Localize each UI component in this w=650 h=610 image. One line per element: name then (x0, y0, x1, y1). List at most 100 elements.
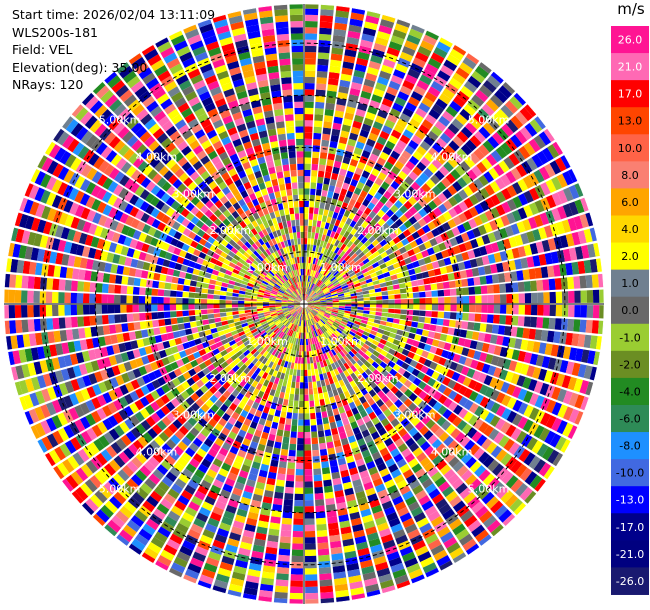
velocity-gate (317, 290, 323, 296)
velocity-gate (429, 361, 438, 371)
velocity-gate (358, 325, 366, 331)
velocity-gate (276, 371, 282, 379)
velocity-gate (225, 243, 234, 251)
velocity-gate (419, 310, 426, 317)
velocity-gate (339, 207, 346, 216)
velocity-gate (431, 261, 440, 269)
velocity-gate (411, 134, 423, 145)
velocity-gate (16, 259, 25, 274)
velocity-gate (345, 144, 355, 153)
velocity-gate (417, 258, 426, 266)
velocity-gate (170, 505, 184, 517)
velocity-gate (295, 298, 301, 302)
velocity-gate (343, 238, 350, 246)
velocity-gate (207, 339, 216, 346)
velocity-gate (294, 305, 301, 308)
velocity-gate (495, 405, 507, 417)
velocity-gate (15, 365, 25, 380)
velocity-gate (394, 574, 409, 585)
velocity-gate (510, 326, 518, 337)
velocity-gate (326, 282, 333, 287)
velocity-gate (311, 331, 315, 338)
velocity-gate (392, 102, 404, 113)
velocity-gate (469, 460, 482, 473)
velocity-gate (545, 179, 557, 193)
velocity-gate (468, 152, 480, 165)
velocity-gate (354, 369, 361, 378)
velocity-gate (307, 304, 315, 306)
velocity-gate (419, 335, 428, 344)
velocity-gate (401, 362, 410, 370)
velocity-gate (373, 555, 387, 566)
velocity-gate (456, 419, 468, 431)
velocity-gate (305, 599, 319, 604)
velocity-gate (295, 338, 299, 345)
velocity-gate (333, 232, 340, 240)
velocity-gate (438, 304, 445, 311)
velocity-gate (305, 592, 319, 600)
velocity-gate (124, 203, 134, 215)
velocity-gate (104, 500, 118, 514)
velocity-gate (483, 333, 492, 343)
velocity-gate (230, 330, 238, 336)
velocity-gate (368, 289, 376, 294)
velocity-gate (247, 377, 255, 386)
velocity-gate (482, 515, 497, 529)
velocity-gate (547, 238, 557, 251)
velocity-gate (28, 408, 40, 424)
velocity-gate (474, 65, 489, 79)
velocity-gate (510, 271, 518, 282)
velocity-gate (374, 407, 383, 417)
velocity-gate (374, 288, 382, 293)
velocity-gate (319, 15, 334, 23)
velocity-gate (304, 332, 306, 339)
velocity-gate (282, 297, 289, 300)
velocity-gate (46, 386, 57, 400)
velocity-gate (440, 447, 451, 459)
velocity-gate (360, 90, 372, 100)
velocity-gate (295, 298, 301, 302)
velocity-gate (278, 548, 291, 556)
velocity-gate (398, 259, 406, 267)
velocity-gate (332, 211, 339, 220)
velocity-gate (453, 192, 463, 204)
velocity-gate (382, 357, 391, 365)
velocity-gate (94, 490, 108, 504)
velocity-gate (305, 294, 308, 301)
velocity-gate (324, 491, 334, 500)
velocity-gate (62, 478, 74, 492)
velocity-gate (463, 491, 476, 505)
velocity-gate (313, 300, 321, 303)
velocity-gate (384, 422, 394, 432)
velocity-gate (249, 407, 257, 416)
velocity-gate (341, 318, 349, 324)
velocity-gate (251, 380, 259, 388)
velocity-gate (355, 141, 365, 150)
velocity-gate (212, 506, 224, 516)
velocity-gate (90, 360, 100, 372)
velocity-gate (514, 130, 528, 145)
velocity-gate (245, 288, 253, 293)
velocity-gate (329, 204, 336, 212)
velocity-gate (145, 181, 156, 192)
velocity-gate (286, 314, 292, 320)
velocity-gate (504, 325, 512, 336)
velocity-gate (390, 222, 399, 231)
velocity-gate (364, 384, 373, 393)
velocity-gate (408, 568, 424, 580)
velocity-gate (250, 262, 258, 269)
velocity-gate (412, 246, 421, 255)
velocity-gate (490, 71, 504, 84)
velocity-gate (258, 469, 268, 478)
velocity-gate (368, 60, 381, 70)
velocity-gate (377, 522, 389, 532)
velocity-gate (351, 407, 359, 416)
velocity-gate (264, 276, 271, 282)
velocity-gate (163, 297, 170, 304)
velocity-gate (458, 396, 469, 407)
velocity-gate (304, 320, 307, 327)
velocity-gate (204, 329, 212, 336)
velocity-gate (169, 533, 184, 545)
velocity-gate (138, 347, 147, 357)
velocity-gate (297, 307, 302, 313)
